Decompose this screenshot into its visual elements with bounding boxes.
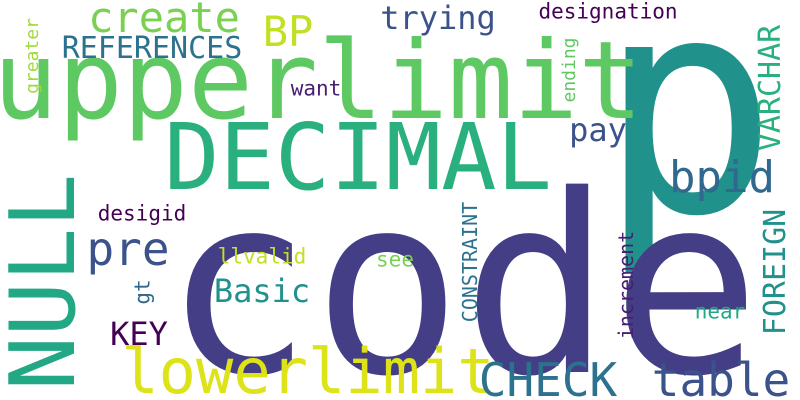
word-p: p [597, 0, 779, 282]
word-check: CHECK [478, 353, 618, 400]
word-upperlimit: upperlimit [0, 19, 644, 144]
word-designation: designation [538, 0, 678, 24]
word-constraint: CONSTRAINT [458, 201, 482, 323]
word-table: table [651, 353, 791, 400]
word-create: create [88, 0, 240, 42]
word-increment: increment [614, 230, 638, 340]
word-greater: greater [22, 18, 43, 94]
word-references: REFERENCES [61, 31, 243, 66]
word-bpid: bpid [669, 152, 775, 203]
word-near: near [694, 299, 746, 324]
word-foreign: FOREIGN [758, 208, 793, 336]
word-ending: ending [559, 37, 580, 103]
word-trying: trying [380, 0, 496, 37]
word-desigid: desigid [97, 201, 187, 226]
word-want: want [290, 76, 342, 101]
word-see: see [376, 247, 414, 272]
word-bp: BP [262, 7, 314, 56]
word-basic: Basic [213, 272, 311, 310]
word-gt: gt [130, 279, 155, 305]
word-lowerlimit: lowerlimit [121, 335, 495, 400]
word-key: KEY [110, 315, 168, 353]
word-llvalid: llvalid [217, 244, 307, 269]
word-code: code [163, 143, 761, 400]
word-decimal: DECIMAL [164, 104, 552, 211]
word-varchar: VARCHAR [753, 24, 788, 152]
word-pre: pre [86, 222, 170, 276]
word-pay: pay [569, 111, 627, 149]
word-null: NULL [0, 173, 96, 391]
